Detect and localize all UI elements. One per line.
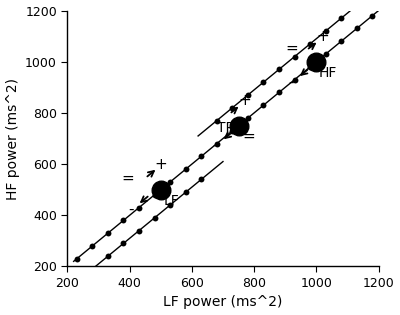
Text: =: = [122, 171, 134, 186]
Text: TP: TP [217, 121, 234, 135]
Text: LF: LF [163, 194, 179, 208]
Point [307, 41, 313, 46]
Point [322, 52, 329, 57]
Point [229, 128, 236, 133]
Text: +: + [238, 93, 251, 108]
Point [105, 254, 111, 259]
Point [245, 93, 251, 98]
Point [151, 215, 158, 220]
Point [182, 167, 189, 172]
Point [198, 177, 204, 182]
Point [354, 3, 360, 8]
Point [214, 118, 220, 123]
Point [229, 105, 236, 110]
Point [89, 243, 96, 249]
Point [182, 190, 189, 195]
Point [291, 77, 298, 82]
Point [158, 187, 164, 192]
Point [74, 256, 80, 261]
Point [354, 26, 360, 31]
Text: =: = [285, 41, 298, 56]
Point [338, 39, 344, 44]
X-axis label: LF power (ms^2): LF power (ms^2) [163, 295, 283, 309]
Point [120, 218, 127, 223]
Text: HF: HF [319, 66, 337, 80]
Point [276, 90, 282, 95]
Point [89, 266, 96, 272]
Point [260, 80, 267, 85]
Point [167, 203, 173, 208]
Text: -: - [289, 75, 294, 90]
Point [136, 205, 142, 210]
Point [338, 16, 344, 21]
Point [245, 116, 251, 121]
Text: =: = [242, 129, 255, 144]
Point [260, 103, 267, 108]
Text: +: + [154, 157, 167, 172]
Point [291, 54, 298, 59]
Text: -: - [212, 138, 218, 153]
Text: +: + [316, 29, 329, 44]
Point [74, 279, 80, 284]
Point [151, 192, 158, 197]
Point [105, 231, 111, 236]
Point [307, 64, 313, 69]
Text: -: - [128, 201, 134, 216]
Y-axis label: HF power (ms^2): HF power (ms^2) [6, 77, 20, 199]
Point [136, 228, 142, 233]
Point [167, 180, 173, 185]
Point [120, 241, 127, 246]
Point [276, 67, 282, 72]
Point [198, 154, 204, 159]
Point [235, 123, 242, 128]
Point [322, 29, 329, 34]
Point [369, 13, 376, 18]
Point [313, 59, 320, 64]
Point [214, 141, 220, 146]
